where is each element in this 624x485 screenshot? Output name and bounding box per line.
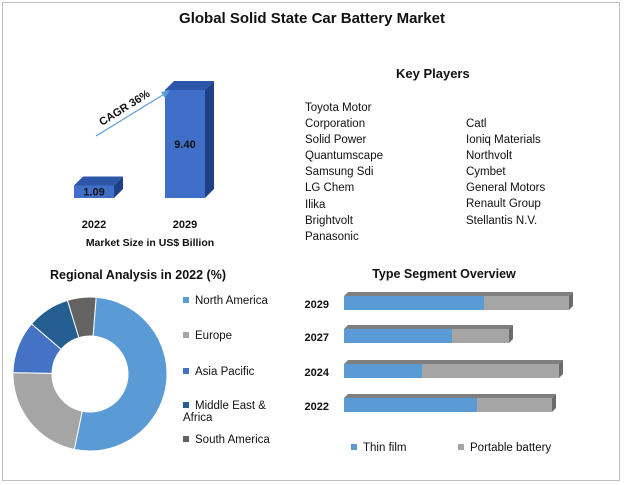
regional-legend-item-1: Europe [183, 330, 283, 342]
market-year-label-2022: 2022 [82, 219, 106, 231]
market-xlabel: Market Size in US$ Billion [86, 237, 214, 249]
key-player-left-3: Quantumscape [305, 150, 383, 163]
page-title: Global Solid State Car Battery Market [179, 10, 445, 27]
market-bar-2029 [165, 90, 205, 198]
legend-swatch [183, 401, 189, 408]
segment-legend-swatch-1 [458, 444, 464, 450]
segment-bar-side-2027 [509, 325, 513, 343]
key-player-left-5: LG Chem [305, 182, 355, 195]
regional-legend-label: Middle East & Africa [183, 400, 266, 424]
regional-legend-label: Europe [195, 330, 233, 342]
segment-bar-thin-film-2027 [344, 329, 452, 343]
regional-legend-label: Asia Pacific [195, 366, 255, 378]
regional-legend-item-4: South America [183, 434, 283, 446]
legend-swatch [183, 367, 189, 374]
segment-bar-top-2027 [344, 325, 513, 329]
segment-bar-side-2029 [569, 292, 573, 310]
key-player-right-4: General Motors [466, 182, 546, 195]
market-bar-side-2022 [114, 176, 123, 198]
key-player-right-2: Northvolt [466, 150, 513, 163]
segment-bar-portable-2029 [484, 296, 569, 310]
donut-slice-south-america [66, 296, 97, 339]
segment-legend-swatch-0 [351, 444, 357, 450]
segment-bar-top-2022 [344, 394, 556, 398]
segment-bar-side-2022 [552, 394, 556, 412]
key-players-right-list: Catl Ioniq Materials Northvolt Cymbet Genera… [466, 116, 545, 229]
segment-legend-label-1: Portable battery [470, 442, 551, 454]
regional-legend-label: South America [195, 434, 270, 446]
key-players-left-list: Toyota Motor Corporation Solid Power Quantu… [305, 100, 383, 245]
key-player-right-1: Ioniq Materials [466, 134, 541, 147]
key-player-right-3: Cymbet [466, 166, 506, 179]
regional-legend-item-2: Asia Pacific [183, 366, 283, 378]
cagr-label: CAGR 36% [97, 88, 152, 129]
key-player-left-7: Brightvolt [305, 214, 353, 227]
segment-bar-thin-film-2022 [344, 398, 477, 412]
donut-slice-europe [12, 372, 83, 450]
donut-slice-north-america [73, 296, 168, 452]
key-player-left-1: Corporation [305, 118, 366, 131]
market-bar-top-2022 [74, 176, 123, 186]
key-player-left-4: Samsung Sdi [305, 166, 374, 179]
market-bar-side-2029 [205, 81, 214, 198]
cagr-arrowhead [161, 90, 170, 98]
segment-bar-portable-2022 [477, 398, 552, 412]
segment-bar-portable-2027 [452, 329, 509, 343]
segment-bar-top-2029 [344, 292, 573, 296]
key-player-left-6: Ilika [305, 198, 326, 211]
legend-swatch [183, 296, 189, 303]
regional-title: Regional Analysis in 2022 (%) [50, 268, 226, 282]
regional-legend-item-3: Middle East & Africa [183, 400, 283, 424]
key-player-right-6: Stellantis N.V. [466, 214, 538, 227]
regional-legend-item-0: North America [183, 295, 283, 307]
segment-bar-thin-film-2029 [344, 296, 484, 310]
market-bar-value-2022: 1.09 [83, 187, 104, 199]
market-bar-2022 [74, 185, 114, 198]
segment-year-label-2022: 2022 [305, 401, 329, 413]
legend-swatch [183, 331, 189, 338]
market-year-label-2029: 2029 [173, 219, 197, 231]
segment-year-label-2024: 2024 [305, 367, 330, 379]
key-player-left-2: Solid Power [305, 134, 367, 147]
segment-bar-side-2024 [559, 360, 563, 378]
market-bar-top-2029 [165, 81, 214, 90]
segment-bar-top-2024 [344, 360, 563, 364]
segment-year-label-2027: 2027 [305, 332, 329, 344]
infographic-frame [2, 2, 620, 481]
key-player-left-8: Panasonic [305, 230, 359, 243]
segment-bar-thin-film-2024 [344, 364, 422, 378]
segment-year-label-2029: 2029 [305, 299, 329, 311]
type-segment-title: Type Segment Overview [372, 267, 516, 281]
key-player-right-0: Catl [466, 118, 487, 130]
segment-bar-portable-2024 [422, 364, 559, 378]
segment-legend-label-0: Thin film [363, 442, 406, 454]
key-player-left-0: Toyota Motor [305, 102, 372, 114]
key-players-title: Key Players [396, 66, 470, 81]
regional-legend-label: North America [195, 295, 268, 307]
key-player-right-5: Renault Group [466, 198, 541, 211]
market-bar-value-2029: 9.40 [174, 139, 195, 151]
cagr-arrow [95, 92, 167, 137]
legend-swatch [183, 435, 189, 442]
